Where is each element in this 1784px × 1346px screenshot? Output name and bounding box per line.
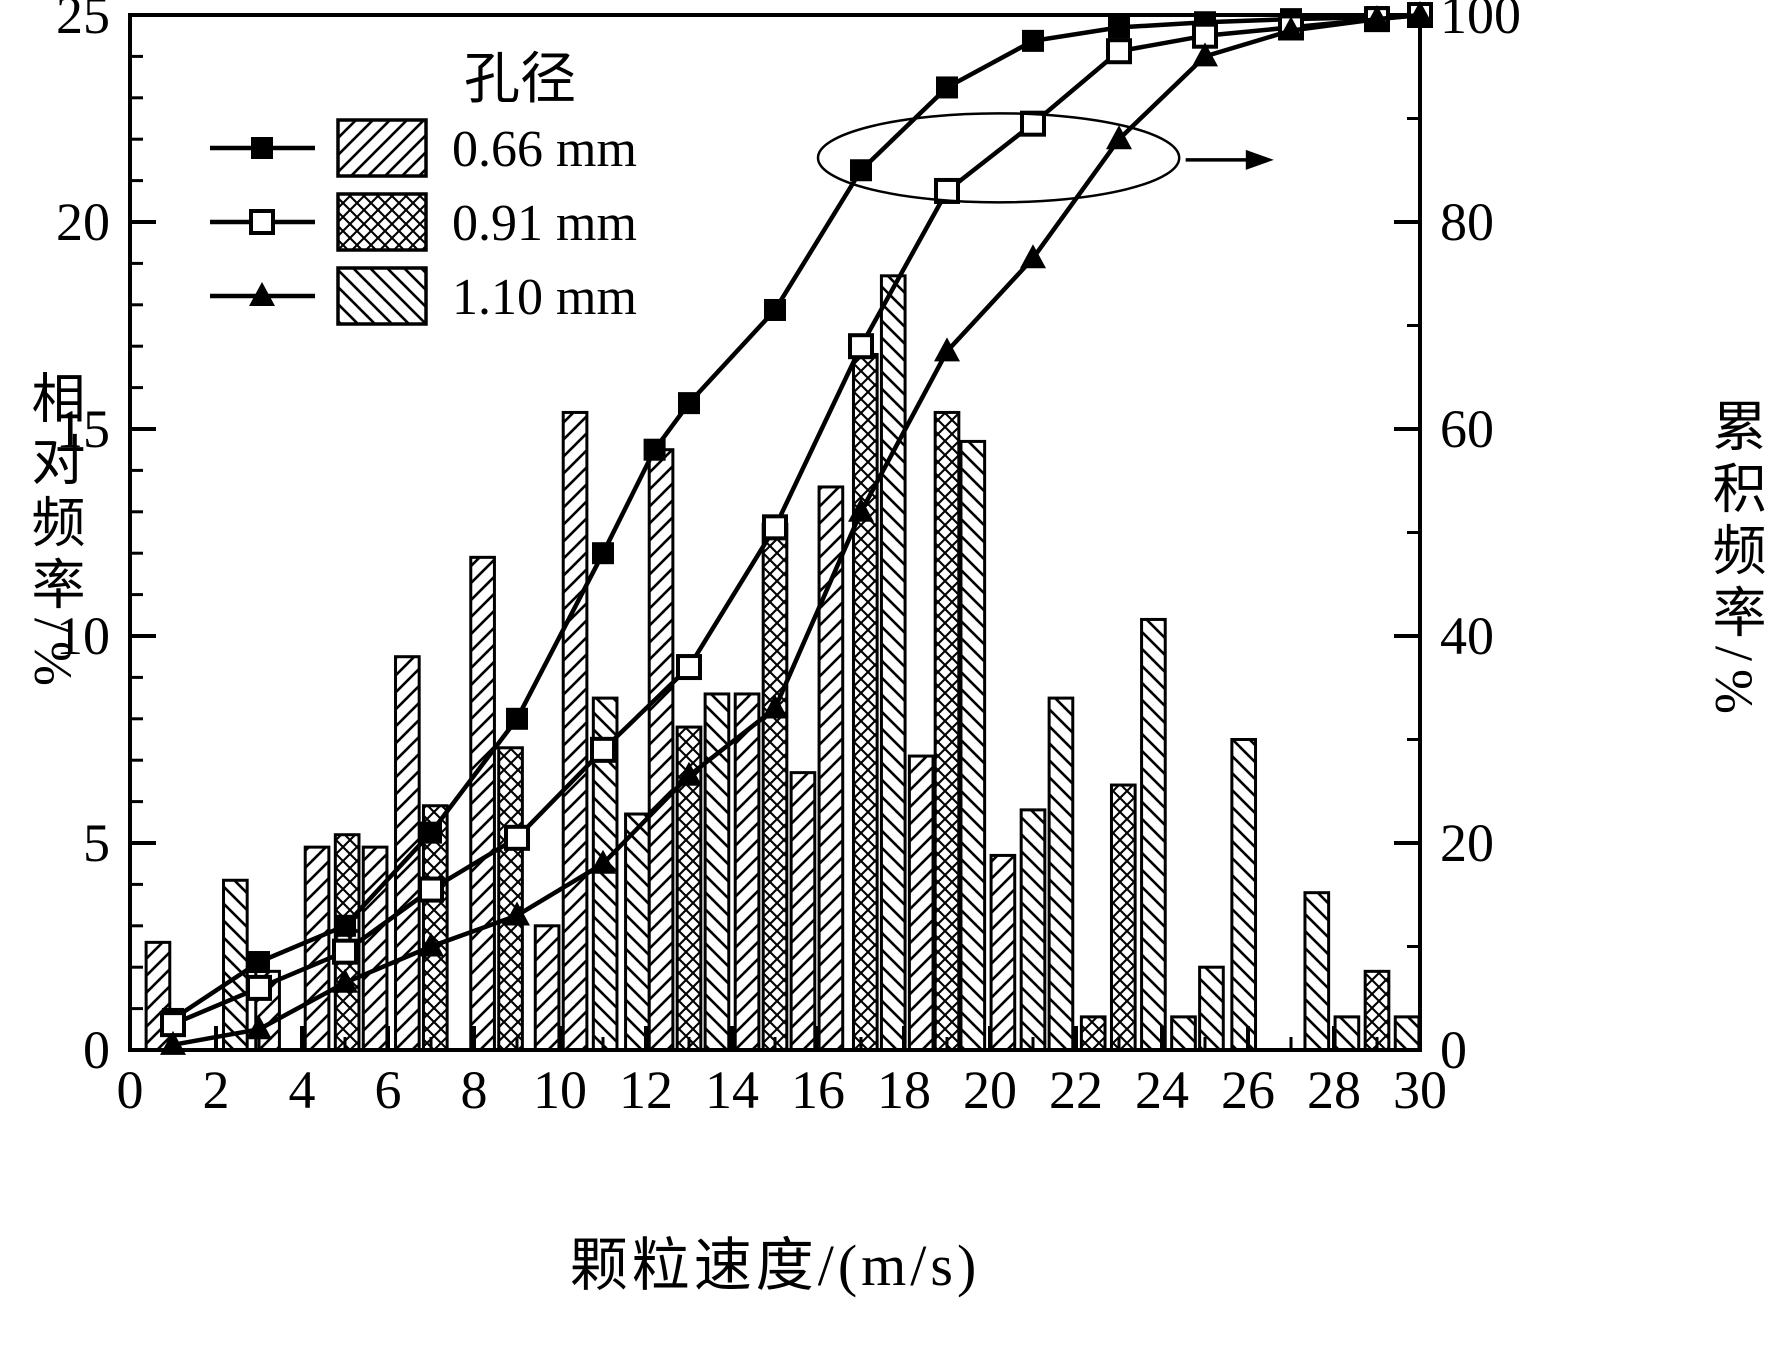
x-tick-label: 18 xyxy=(877,1060,931,1120)
y-right-tick-label: 0 xyxy=(1440,1020,1467,1080)
right-axis-arrow-head xyxy=(1245,149,1274,170)
legend-item-0.91mm: 0.91 mm xyxy=(210,192,637,252)
y-axis-left-title: 相对频率/% xyxy=(23,370,83,694)
bar-0.66mm xyxy=(907,754,935,1052)
bar-1.10mm xyxy=(1198,965,1225,1052)
legend-item-0.66mm: 0.66 mm xyxy=(210,118,637,178)
bar-1.10mm xyxy=(959,439,987,1052)
cumulative-line-0.91mm xyxy=(160,2,1433,1038)
x-tick-label: 30 xyxy=(1393,1060,1447,1120)
bar-0.66mm xyxy=(394,655,421,1052)
y-left-tick-label: 0 xyxy=(83,1020,110,1080)
legend-item-1.10mm: 1.10 mm xyxy=(210,266,637,326)
x-tick-label: 6 xyxy=(375,1060,402,1120)
annotation-layer xyxy=(816,112,1274,204)
bar-0.91mm xyxy=(1109,783,1137,1052)
bar-1.10mm xyxy=(1140,617,1167,1052)
bar-1.10mm xyxy=(1047,696,1075,1052)
bar-0.91mm xyxy=(933,410,961,1052)
x-tick-label: 16 xyxy=(791,1060,845,1120)
x-tick-label: 24 xyxy=(1135,1060,1189,1120)
bar-0.66mm xyxy=(361,845,389,1052)
x-tick-label: 12 xyxy=(619,1060,673,1120)
x-tick-label: 10 xyxy=(533,1060,587,1120)
y-right-tick-label: 100 xyxy=(1440,0,1521,45)
y-right-tick-label: 40 xyxy=(1440,606,1494,666)
bars-layer xyxy=(144,274,1421,1052)
bar-1.10mm xyxy=(1303,891,1331,1052)
bar-1.10mm xyxy=(1333,1015,1361,1052)
x-tick-label: 22 xyxy=(1049,1060,1103,1120)
bar-1.10mm xyxy=(1019,808,1047,1052)
bar-0.91mm xyxy=(851,352,879,1052)
x-axis-title: 颗粒速度/(m/s) xyxy=(569,1233,981,1298)
y-left-tick-label: 10 xyxy=(56,606,110,666)
x-tick-label: 14 xyxy=(705,1060,759,1120)
bar-0.66mm xyxy=(469,555,496,1052)
y-left-tick-label: 20 xyxy=(56,192,110,252)
bar-0.66mm xyxy=(533,924,561,1052)
y-left-tick-label: 15 xyxy=(56,399,110,459)
y-right-tick-label: 60 xyxy=(1440,399,1494,459)
axes-layer: 0 2 4 6 8 10 12 14 16 18 20 22 24 26 28 300510152025020… xyxy=(56,0,1521,1120)
bar-0.66mm xyxy=(647,448,675,1052)
bar-0.66mm xyxy=(789,771,817,1052)
x-tick-label: 0 xyxy=(117,1060,144,1120)
x-tick-label: 4 xyxy=(289,1060,316,1120)
cumulative-line-1.10mm xyxy=(160,1,1433,1055)
x-tick-label: 26 xyxy=(1221,1060,1275,1120)
bar-0.91mm xyxy=(497,746,524,1052)
bar-1.10mm xyxy=(879,274,907,1052)
x-tick-label: 28 xyxy=(1307,1060,1361,1120)
bar-1.10mm xyxy=(1393,1015,1421,1052)
bar-0.66mm xyxy=(989,853,1017,1052)
bar-0.66mm xyxy=(817,485,845,1052)
legend: 孔径 0.66 mm 0.91 mm 1.10 mm xyxy=(210,49,637,326)
bar-1.10mm xyxy=(624,812,651,1052)
y-right-tick-label: 80 xyxy=(1440,192,1494,252)
x-tick-label: 8 xyxy=(461,1060,488,1120)
bar-0.66mm xyxy=(561,410,589,1052)
legend-title: 孔径 xyxy=(464,49,576,111)
bar-1.10mm xyxy=(222,878,249,1052)
legend-label: 0.66 mm xyxy=(452,121,637,178)
bar-0.91mm xyxy=(761,522,789,1052)
legend-label: 1.10 mm xyxy=(452,269,637,326)
y-left-tick-label: 25 xyxy=(56,0,110,45)
bar-1.10mm xyxy=(1170,1015,1197,1052)
x-tick-label: 2 xyxy=(203,1060,230,1120)
x-tick-label: 20 xyxy=(963,1060,1017,1120)
bar-0.66mm xyxy=(733,692,761,1052)
bar-1.10mm xyxy=(1230,738,1258,1052)
curves-group-ellipse xyxy=(816,112,1181,204)
y-right-tick-label: 20 xyxy=(1440,813,1494,873)
bar-0.66mm xyxy=(303,845,331,1052)
y-left-tick-label: 5 xyxy=(83,813,110,873)
y-axis-right-title: 累积频率/% xyxy=(1704,398,1764,722)
legend-label: 0.91 mm xyxy=(452,195,637,252)
cumulative-lines-layer xyxy=(160,1,1433,1055)
bar-0.91mm xyxy=(1079,1015,1107,1052)
